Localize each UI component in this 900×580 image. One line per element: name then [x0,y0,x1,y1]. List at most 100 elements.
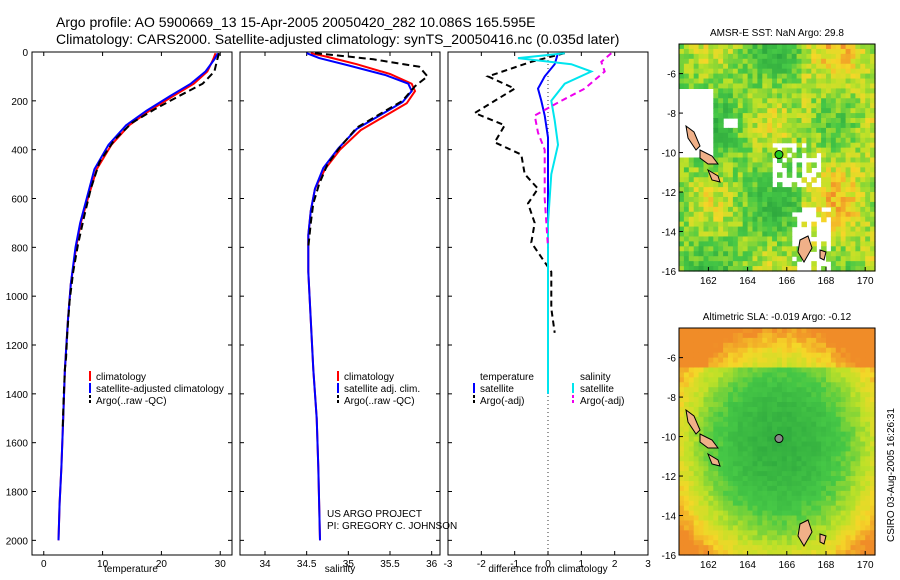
argo-position-marker [774,434,784,444]
map-x-tick-label: 166 [778,276,795,287]
island-shape [797,519,813,547]
series-argo-raw-qc- [307,52,429,248]
island-shape [819,249,827,261]
map-y-tick-label: -16 [662,551,677,562]
map-x-tick-label: 168 [818,560,835,571]
map-x-tick-label: 166 [778,560,795,571]
x-tick-label: 34.5 [297,559,317,570]
salinity-legend: climatology satellite adj. clim. Argo(..… [337,371,420,407]
x-tick-label: 30 [215,559,227,570]
legend-label-satellite: satellite adj. clim. [344,384,420,395]
map-y-tick-label: -12 [662,472,677,483]
argo-position-marker [774,150,784,160]
credit-line-1: US ARGO PROJECT [327,509,422,520]
map-y-tick-label: -8 [667,109,676,120]
heatmap-cells [679,44,876,272]
legend-label-temp-satellite: satellite [480,384,514,395]
map-x-tick-label: 164 [739,276,756,287]
legend-label-satellite: satellite-adjusted climatology [96,384,224,395]
legend-label-temp-argo: Argo(-adj) [480,396,524,407]
map-y-tick-label: -10 [662,433,677,444]
map-x-tick-label: 170 [857,276,874,287]
temperature-xlabel: temperature [104,564,158,575]
legend-label-temperature: temperature [480,372,534,383]
legend-label-argo: Argo(..raw -QC) [96,396,167,407]
island-shape [797,235,813,263]
island-shape [699,149,719,165]
timestamp: CSIRO 03-Aug-2005 16:26:31 [886,408,897,542]
map-y-tick-label: -10 [662,149,677,160]
temperature-legend: climatology satellite-adjusted climatolo… [89,371,224,407]
map-y-tick-label: -6 [667,70,676,81]
x-tick-label: 36 [426,559,438,570]
island-shape [819,533,827,545]
y-tick-label: 600 [11,195,28,206]
x-tick-label: -2 [477,559,486,570]
sst-map-panel: AMSR-E SST: NaN Argo: 29.8 162 164 166 168 1… [662,28,876,287]
island-shape [706,452,721,467]
y-tick-label: 1000 [6,292,29,303]
x-tick-label: -3 [444,559,453,570]
y-tick-label: 1400 [6,390,29,401]
figure-title-line-1: Argo profile: AO 5900669_13 15-Apr-2005 … [56,14,536,30]
difference-xlabel: difference from climatology [488,564,607,575]
map-x-tick-label: 164 [739,560,756,571]
map-y-tick-label: -16 [662,267,677,278]
sst-map-title: AMSR-E SST: NaN Argo: 29.8 [710,28,844,39]
series-temperature-argo-adj- [472,52,565,333]
figure-title-line-2: Climatology: CARS2000. Satellite-adjuste… [56,31,620,47]
series-salinity-satellite [517,52,594,394]
x-tick-label: 0 [545,559,551,570]
x-tick-label: 0 [41,559,47,570]
difference-legend: temperature satellite Argo(-adj) salinit… [473,372,624,407]
map-x-tick-label: 162 [700,276,717,287]
x-tick-label: 35 [343,559,355,570]
map-x-tick-label: 162 [700,560,717,571]
credit-line-2: PI: GREGORY C. JOHNSON [327,521,457,532]
x-tick-label: 34 [259,559,271,570]
y-tick-label: 1800 [6,488,29,499]
map-x-tick-label: 170 [857,560,874,571]
y-tick-label: 0 [22,48,28,59]
map-x-tick-label: 168 [818,276,835,287]
map-y-tick-label: -14 [662,228,677,239]
y-tick-label: 1200 [6,341,29,352]
legend-label-sal-argo: Argo(-adj) [580,396,624,407]
difference-panel: -3 -2 -1 0 1 2 3 difference from climatology [444,51,651,575]
y-tick-label: 1600 [6,439,29,450]
legend-label-climatology: climatology [344,372,394,383]
map-y-tick-label: -8 [667,393,676,404]
x-tick-label: 2 [612,559,618,570]
salinity-panel: 34 34.5 35 35.5 36 salinity US ARGO PROJECT … [239,51,457,575]
y-tick-label: 400 [11,146,28,157]
y-tick-label: 2000 [6,536,29,547]
series-argo-raw-qc- [61,52,221,431]
salinity-xlabel: salinity [325,564,356,575]
island-shape [685,408,701,435]
island-shape [685,124,701,151]
x-tick-label: 35.5 [380,559,400,570]
island-shape [699,433,719,449]
legend-label-sal-satellite: satellite [580,384,614,395]
map-y-tick-label: -6 [667,354,676,365]
island-shape [706,168,721,183]
y-tick-label: 200 [11,97,28,108]
x-tick-label: 20 [156,559,168,570]
temperature-panel: 0 10 20 30 0 200 400 600 800 1000 1200 1400 1600 1800… [6,48,233,575]
sla-map-panel: Altimetric SLA: -0.019 Argo: -0.12 162 16… [662,312,876,571]
x-tick-label: 3 [645,559,651,570]
sla-map-title: Altimetric SLA: -0.019 Argo: -0.12 [703,312,852,323]
series-climatology [57,52,217,541]
legend-label-argo: Argo(..raw -QC) [344,396,415,407]
legend-label-climatology: climatology [96,372,146,383]
y-tick-label: 800 [11,243,28,254]
series-satellite-adjusted-climatology [57,52,219,541]
legend-label-salinity: salinity [580,372,611,383]
series-salinity-argo-adj- [533,52,612,248]
x-tick-label: 1 [579,559,585,570]
map-y-tick-label: -12 [662,188,677,199]
x-tick-label: -1 [510,559,519,570]
x-tick-label: 10 [97,559,109,570]
map-y-tick-label: -14 [662,512,677,523]
